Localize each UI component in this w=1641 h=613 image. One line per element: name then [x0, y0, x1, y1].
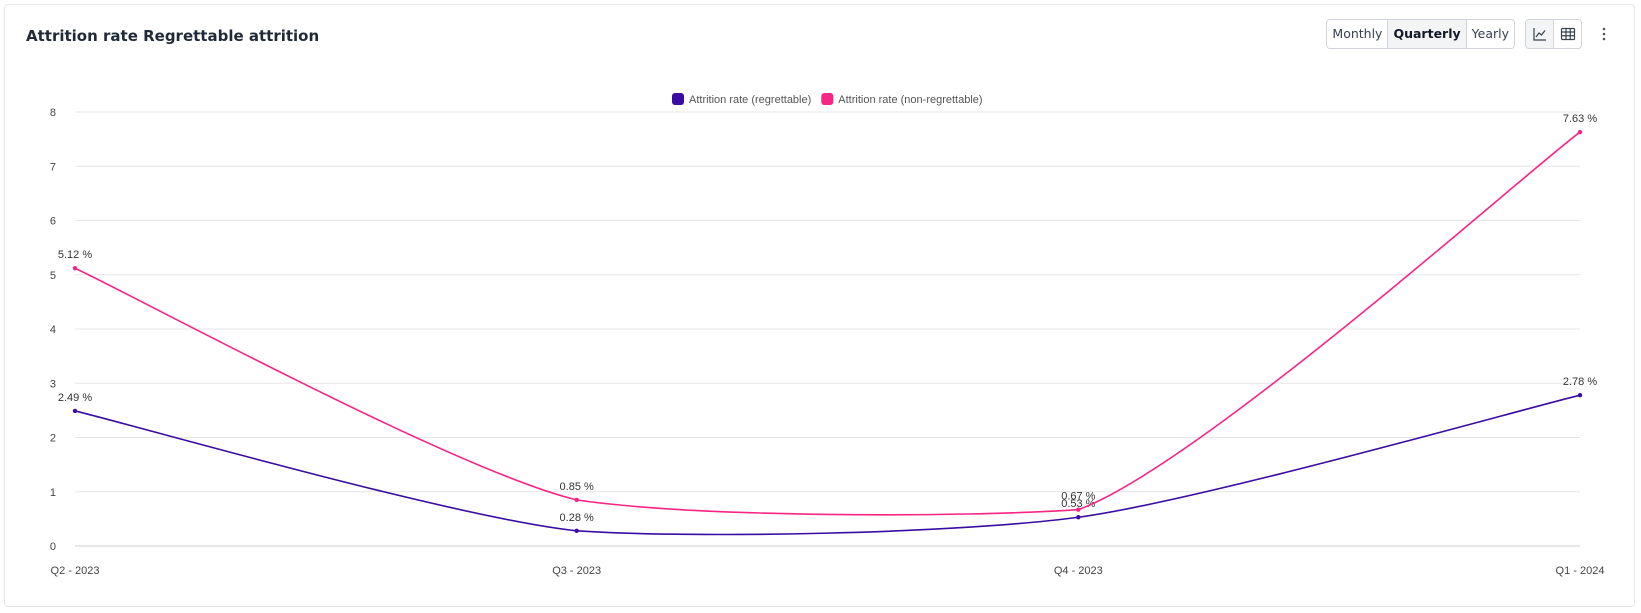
y-tick-label: 8 — [50, 107, 56, 119]
table-view-button[interactable] — [1554, 20, 1581, 48]
line-chart-icon — [1532, 28, 1546, 41]
data-label: 7.63 % — [1563, 113, 1597, 125]
series-line-non-regrettable — [74, 131, 1581, 516]
data-label: 0.85 % — [560, 481, 594, 493]
period-yearly-button[interactable]: Yearly — [1466, 20, 1514, 48]
y-tick-label: 4 — [50, 324, 56, 336]
data-point — [1076, 507, 1081, 512]
data-point — [1577, 392, 1583, 398]
table-icon — [1560, 27, 1575, 41]
legend-swatch — [821, 93, 834, 105]
data-point — [1577, 129, 1583, 135]
more-vertical-icon — [1602, 27, 1606, 41]
data-point — [72, 408, 78, 414]
period-selector: Monthly Quarterly Yearly — [1326, 19, 1515, 49]
period-quarterly-button[interactable]: Quarterly — [1388, 20, 1467, 48]
legend-label: Attrition rate (non-regrettable) — [838, 94, 982, 106]
x-tick-label: Q1 - 2024 — [1556, 565, 1605, 577]
y-tick-label: 2 — [50, 433, 56, 445]
data-point — [574, 497, 579, 503]
chart-toolbar: Monthly Quarterly Yearly — [1326, 19, 1614, 49]
data-label: 0.67 % — [1061, 491, 1095, 503]
data-label: 5.12 % — [58, 249, 92, 261]
view-toggle — [1525, 19, 1582, 49]
data-label: 2.49 % — [58, 392, 92, 404]
period-monthly-button[interactable]: Monthly — [1327, 20, 1389, 48]
y-tick-label: 7 — [50, 161, 56, 173]
legend-swatch — [672, 93, 684, 105]
y-tick-label: 0 — [50, 541, 56, 553]
legend-label: Attrition rate (regrettable) — [689, 94, 811, 106]
data-point — [574, 528, 579, 534]
chart-card: Attrition rate Regrettable attrition Mon… — [4, 4, 1635, 607]
x-tick-label: Q3 - 2023 — [552, 565, 601, 577]
x-tick-label: Q2 - 2023 — [51, 565, 100, 577]
y-tick-label: 3 — [50, 378, 56, 390]
data-label: 0.53 % — [1061, 498, 1095, 510]
y-tick-label: 6 — [50, 216, 56, 228]
series-line-regrettable — [74, 394, 1581, 536]
data-label: 2.78 % — [1563, 376, 1597, 388]
chart-title: Attrition rate Regrettable attrition — [26, 27, 320, 45]
data-point — [72, 266, 78, 271]
y-tick-label: 1 — [50, 487, 56, 499]
line-chart-view-button[interactable] — [1526, 20, 1554, 48]
more-options-button[interactable] — [1594, 20, 1614, 48]
data-label: 0.28 % — [560, 512, 594, 524]
x-tick-label: Q4 - 2023 — [1054, 565, 1103, 577]
y-tick-label: 5 — [50, 270, 56, 282]
data-point — [1076, 515, 1081, 520]
